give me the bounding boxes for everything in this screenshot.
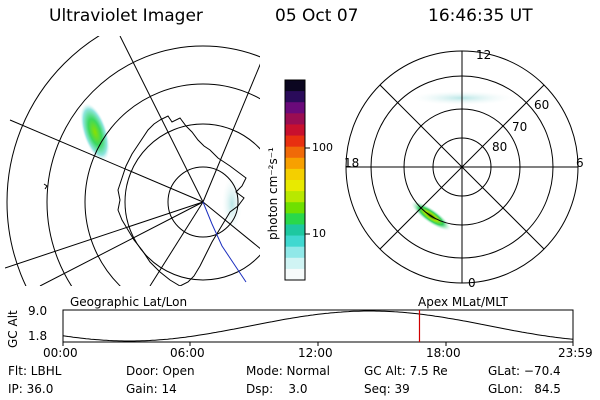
colorbar-cell xyxy=(285,146,305,159)
time-tick-1800: 18:00 xyxy=(426,346,461,360)
colorbar-cell xyxy=(285,257,305,270)
mlat-label-70: 70 xyxy=(512,120,528,134)
colorbar-cell xyxy=(285,224,305,237)
gc-alt-axis-title: GC Alt xyxy=(6,310,20,348)
status-ip: IP: 36.0 xyxy=(8,382,54,396)
aurora-oval-left xyxy=(80,103,110,161)
altitude-curve xyxy=(62,310,574,342)
time-tick-2359: 23:59 xyxy=(558,346,593,360)
mlt-label-18: 18 xyxy=(344,156,360,170)
colorbar-cell xyxy=(285,102,305,114)
status-seq: Seq: 39 xyxy=(364,382,410,396)
status-glon: GLon: 84.5 xyxy=(488,382,561,396)
colorbar-cell xyxy=(285,213,305,225)
mlt-label-0: 0 xyxy=(468,276,476,290)
status-glat: GLat: −70.4 xyxy=(488,364,561,378)
colorbar-cell xyxy=(285,113,305,125)
colorbar-cell xyxy=(285,135,305,148)
time-tick-1200: 12:00 xyxy=(298,346,333,360)
mlat-label-80: 80 xyxy=(492,140,508,154)
colorbar-cell xyxy=(285,246,305,259)
status-gain: Gain: 14 xyxy=(126,382,177,396)
colorbar-tick-100: 100 xyxy=(312,141,333,154)
altitude-plot xyxy=(62,309,574,346)
alt-y-max: 9.0 xyxy=(28,304,48,318)
colorbar-cell xyxy=(285,191,305,203)
mlt-label-12: 12 xyxy=(476,48,492,62)
status-gc-alt: GC Alt: 7.5 Re xyxy=(364,364,448,378)
mlt-dial xyxy=(345,50,579,284)
time-label: 16:46:35 UT xyxy=(428,6,533,26)
geographic-label: Geographic Lat/Lon xyxy=(70,295,188,309)
colorbar-cell xyxy=(285,80,305,92)
status-flt: Flt: LBHL xyxy=(8,364,62,378)
alt-y-min: 1.8 xyxy=(28,329,48,343)
mlt-label-6: 6 xyxy=(576,156,584,170)
colorbar-cell xyxy=(285,124,305,137)
geographic-map xyxy=(5,36,260,286)
colorbar-unit-label: photon cm⁻²s⁻¹ xyxy=(266,147,280,240)
colorbar xyxy=(285,80,305,281)
instrument-title: Ultraviolet Imager xyxy=(49,6,203,26)
colorbar-cell xyxy=(285,168,305,181)
colorbar-cell xyxy=(285,202,305,214)
colorbar-cell xyxy=(285,268,305,281)
status-door: Door: Open xyxy=(126,364,195,378)
colorbar-cell xyxy=(285,157,305,170)
date-label: 05 Oct 07 xyxy=(275,6,359,26)
mlat-label-60: 60 xyxy=(534,98,550,112)
status-dsp: Dsp: 3.0 xyxy=(246,382,308,396)
time-tick-0000: 00:00 xyxy=(43,346,78,360)
apex-label: Apex MLat/MLT xyxy=(418,295,508,309)
colorbar-cell xyxy=(285,91,305,103)
colorbar-cell xyxy=(285,180,305,192)
time-tick-0600: 06:00 xyxy=(170,346,205,360)
colorbar-tick-10: 10 xyxy=(312,227,326,240)
colorbar-cell xyxy=(285,235,305,248)
status-mode: Mode: Normal xyxy=(246,364,330,378)
